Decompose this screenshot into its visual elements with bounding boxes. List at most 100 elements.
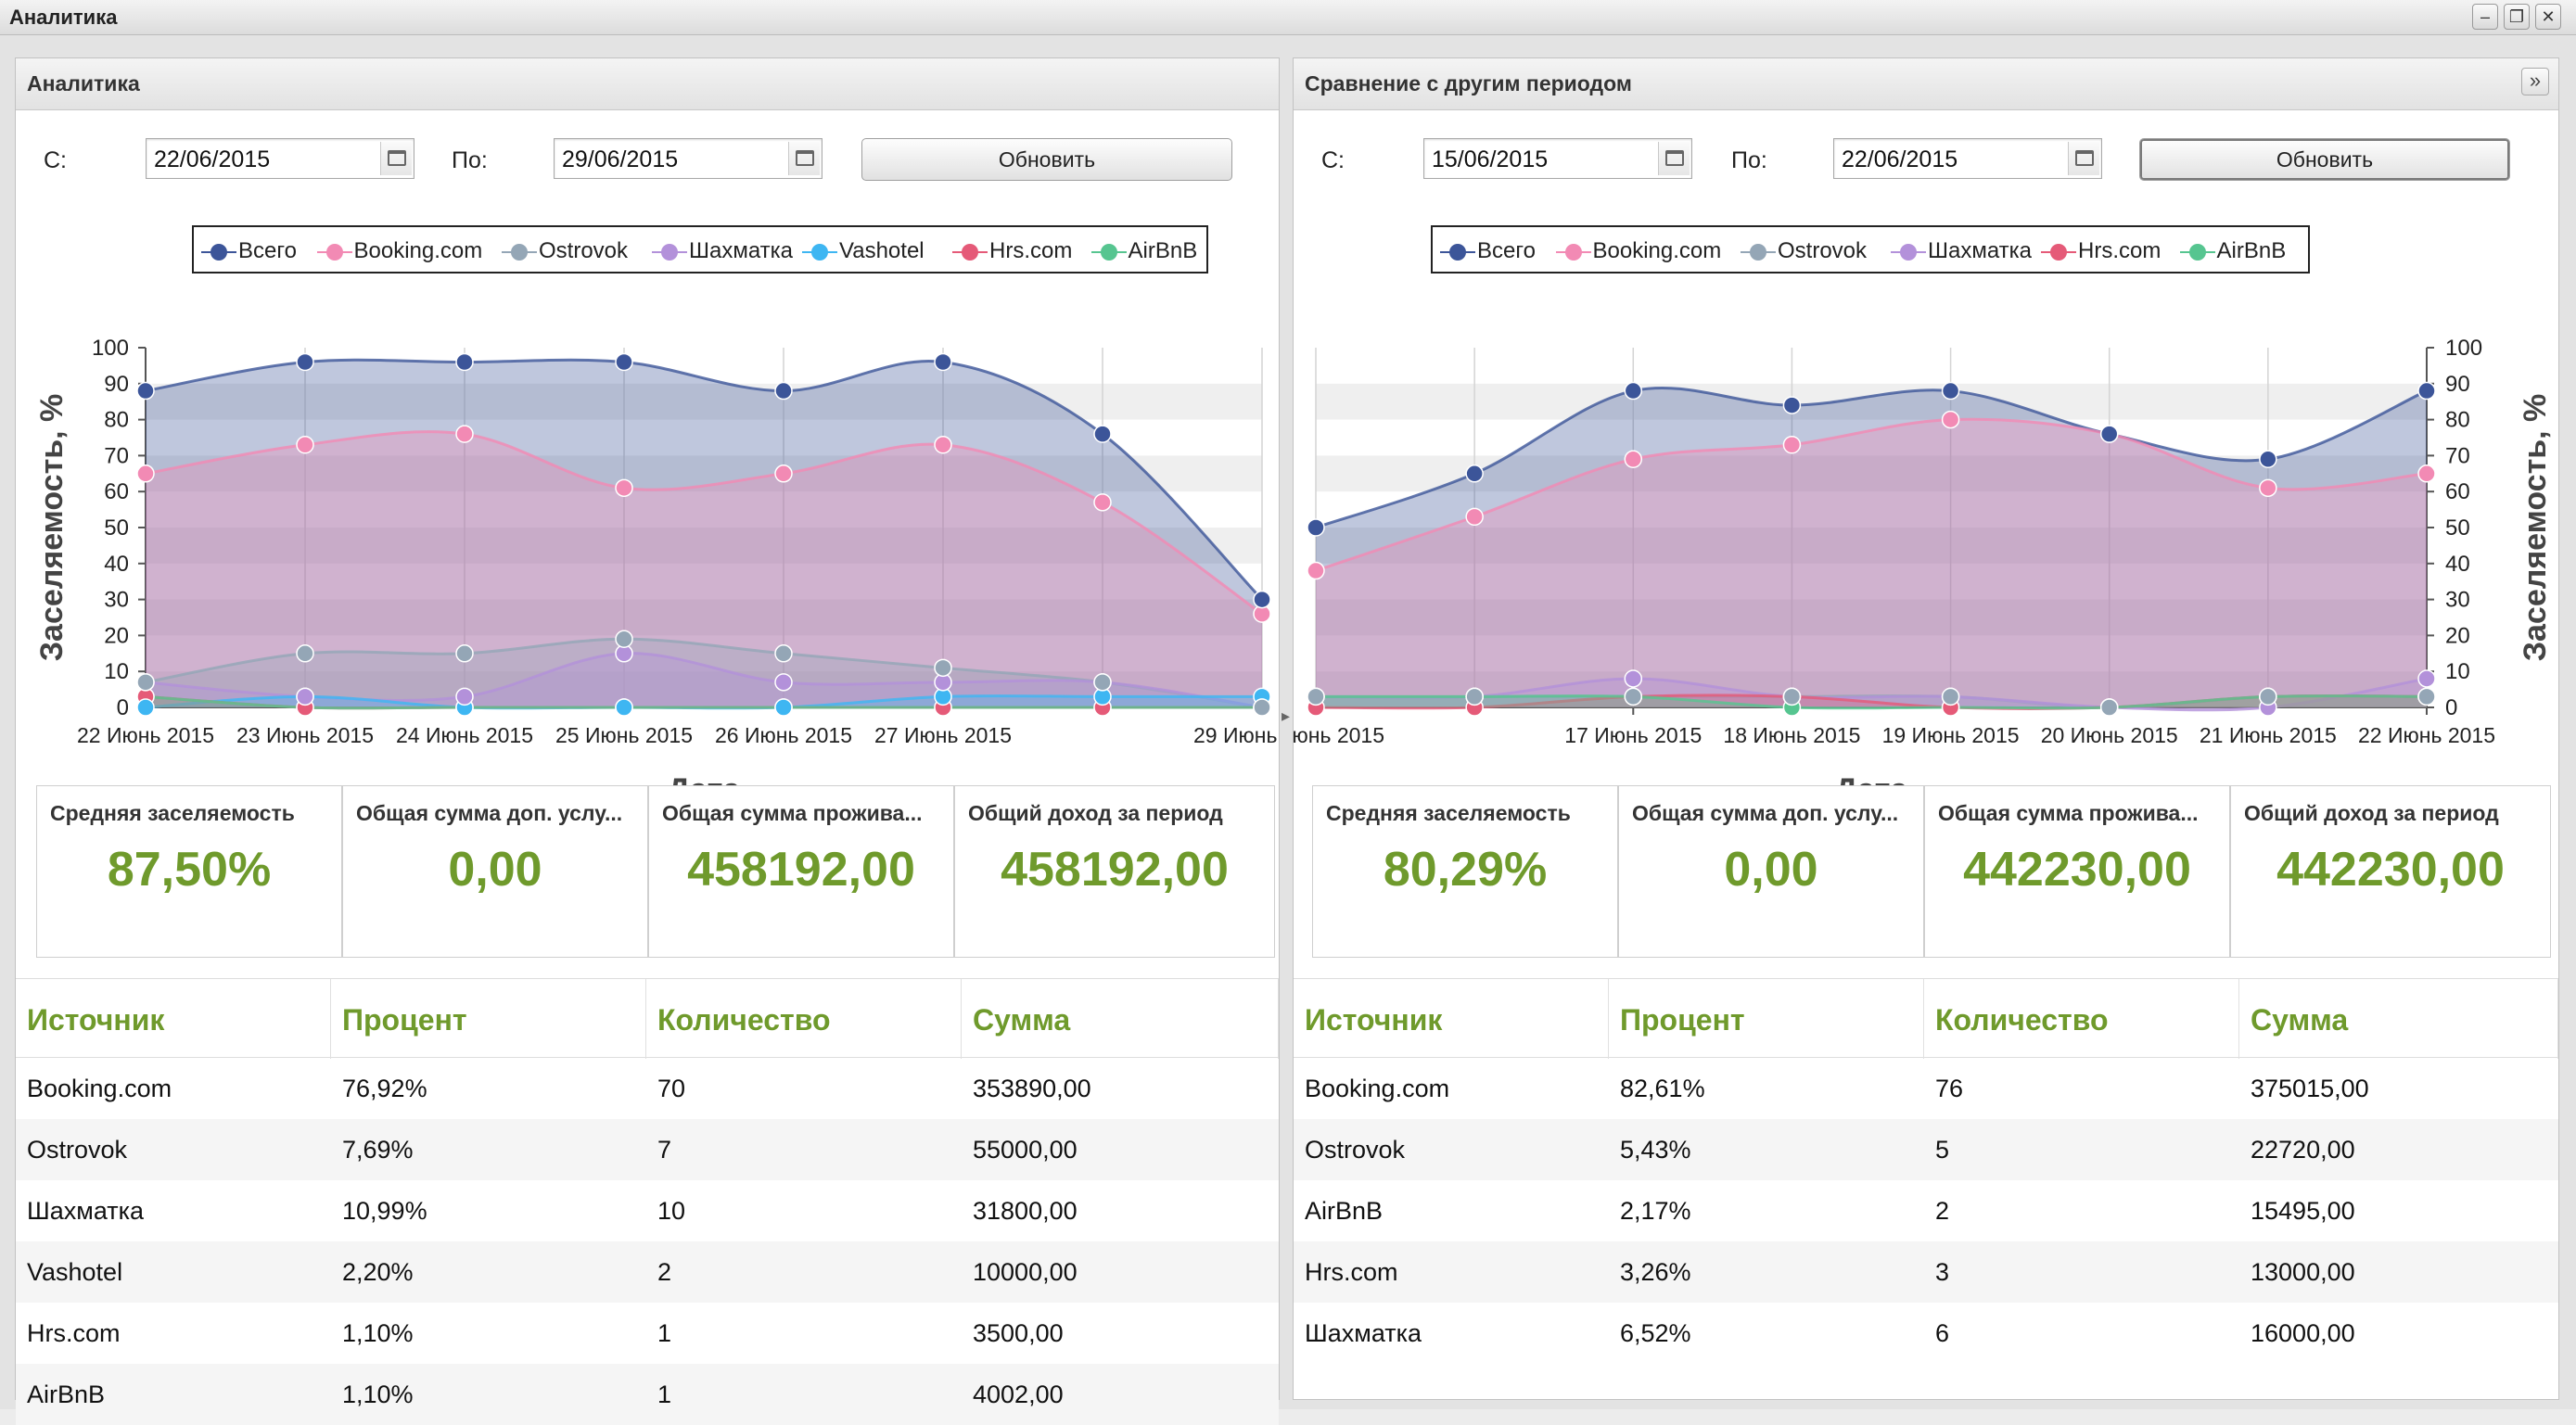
point-ostrovok[interactable]	[615, 630, 633, 649]
legend-item-ostrovok[interactable]: Ostrovok	[1741, 238, 1867, 264]
legend-item-vashotel[interactable]: Vashotel	[802, 238, 925, 264]
table-row[interactable]: Шахматка 6,52% 6 16000,00	[1294, 1303, 2558, 1364]
legend-item-шахматка[interactable]: Шахматка	[652, 238, 793, 264]
point-всего[interactable]	[1941, 381, 1960, 401]
point-ostrovok[interactable]	[1093, 673, 1112, 692]
point-всего[interactable]	[1093, 425, 1112, 443]
point-booking-com[interactable]	[1093, 493, 1112, 512]
legend-item-шахматка[interactable]: Шахматка	[1891, 238, 2032, 264]
column-header-4[interactable]: Сумма	[962, 979, 1279, 1059]
to-date-field[interactable]: 22/06/2015	[1833, 138, 2102, 179]
point-ostrovok[interactable]	[1782, 687, 1802, 706]
close-icon[interactable]: ✕	[2535, 4, 2561, 30]
point-vashotel[interactable]	[136, 698, 155, 717]
legend-item-всего[interactable]: Всего	[1440, 238, 1536, 264]
point-всего[interactable]	[1782, 396, 1802, 414]
point-всего[interactable]	[2259, 450, 2277, 469]
point-booking-com[interactable]	[1782, 436, 1802, 454]
column-header-3[interactable]: Количество	[1924, 979, 2239, 1059]
legend-item-booking-com[interactable]: Booking.com	[316, 238, 482, 264]
point-всего[interactable]	[615, 352, 633, 372]
table-row[interactable]: Ostrovok 5,43% 5 22720,00	[1294, 1119, 2558, 1180]
point-всего[interactable]	[1253, 590, 1271, 609]
legend-item-airbnb[interactable]: AirBnB	[2179, 238, 2286, 264]
point-ostrovok[interactable]	[2259, 687, 2277, 706]
table-row[interactable]: Booking.com 82,61% 76 375015,00	[1294, 1058, 2558, 1119]
point-всего[interactable]	[296, 352, 314, 372]
point-всего[interactable]	[455, 352, 474, 372]
point-шахматка[interactable]	[455, 687, 474, 706]
table-row[interactable]: Hrs.com 1,10% 1 3500,00	[16, 1303, 1279, 1364]
calendar-icon[interactable]	[1658, 142, 1690, 175]
table-row[interactable]: Hrs.com 3,26% 3 13000,00	[1294, 1241, 2558, 1303]
legend-item-hrs-com[interactable]: Hrs.com	[2041, 238, 2161, 264]
column-header-3[interactable]: Количество	[646, 979, 962, 1059]
point-booking-com[interactable]	[1465, 507, 1484, 527]
point-booking-com[interactable]	[615, 478, 633, 498]
table-row[interactable]: AirBnB 2,17% 2 15495,00	[1294, 1180, 2558, 1241]
point-booking-com[interactable]	[455, 425, 474, 443]
column-header-1[interactable]: Источник	[16, 979, 331, 1059]
point-booking-com[interactable]	[1624, 450, 1643, 469]
point-booking-com[interactable]	[934, 436, 952, 454]
column-header-4[interactable]: Сумма	[2239, 979, 2558, 1059]
calendar-icon[interactable]	[2068, 142, 2099, 175]
point-booking-com[interactable]	[296, 436, 314, 454]
point-ostrovok[interactable]	[1941, 687, 1960, 706]
point-шахматка[interactable]	[1624, 669, 1643, 688]
table-row[interactable]: Booking.com 76,92% 70 353890,00	[16, 1058, 1279, 1119]
point-ostrovok[interactable]	[934, 658, 952, 678]
point-ostrovok[interactable]	[2099, 698, 2119, 717]
point-booking-com[interactable]	[136, 464, 155, 483]
refresh-button[interactable]: Обновить	[861, 138, 1232, 181]
point-всего[interactable]	[1465, 464, 1484, 483]
point-всего[interactable]	[2099, 425, 2119, 443]
point-booking-com[interactable]	[774, 464, 793, 483]
legend-item-airbnb[interactable]: AirBnB	[1090, 238, 1197, 264]
table-row[interactable]: Шахматка 10,99% 10 31800,00	[16, 1180, 1279, 1241]
point-всего[interactable]	[1307, 518, 1325, 537]
legend-item-booking-com[interactable]: Booking.com	[1555, 238, 1721, 264]
point-booking-com[interactable]	[1307, 561, 1325, 580]
refresh-button[interactable]: Обновить	[2139, 138, 2510, 181]
legend-item-hrs-com[interactable]: Hrs.com	[952, 238, 1072, 264]
point-шахматка[interactable]	[296, 687, 314, 706]
point-ostrovok[interactable]	[2417, 687, 2436, 706]
legend-item-ostrovok[interactable]: Ostrovok	[502, 238, 628, 264]
calendar-icon[interactable]	[788, 142, 820, 175]
column-header-2[interactable]: Процент	[1609, 979, 1924, 1059]
point-ostrovok[interactable]	[1253, 698, 1271, 717]
from-date-field[interactable]: 22/06/2015	[146, 138, 414, 179]
point-ostrovok[interactable]	[136, 673, 155, 692]
point-шахматка[interactable]	[774, 673, 793, 692]
point-ostrovok[interactable]	[1307, 687, 1325, 706]
legend-item-всего[interactable]: Всего	[201, 238, 297, 264]
point-всего[interactable]	[774, 381, 793, 401]
point-booking-com[interactable]	[2417, 464, 2436, 483]
point-vashotel[interactable]	[774, 698, 793, 717]
point-booking-com[interactable]	[2259, 478, 2277, 498]
point-всего[interactable]	[136, 381, 155, 401]
column-header-1[interactable]: Источник	[1294, 979, 1609, 1059]
restore-icon[interactable]: ❐	[2504, 4, 2530, 30]
point-всего[interactable]	[934, 352, 952, 372]
point-ostrovok[interactable]	[1465, 687, 1484, 706]
point-всего[interactable]	[1624, 381, 1643, 401]
point-ostrovok[interactable]	[296, 644, 314, 663]
panel-splitter[interactable]: ▸	[1280, 57, 1293, 1400]
to-date-field[interactable]: 29/06/2015	[554, 138, 823, 179]
point-шахматка[interactable]	[2417, 669, 2436, 688]
table-row[interactable]: AirBnB 1,10% 1 4002,00	[16, 1364, 1279, 1425]
point-ostrovok[interactable]	[455, 644, 474, 663]
minimize-icon[interactable]: –	[2472, 4, 2498, 30]
table-row[interactable]: Ostrovok 7,69% 7 55000,00	[16, 1119, 1279, 1180]
from-date-field[interactable]: 15/06/2015	[1423, 138, 1692, 179]
point-ostrovok[interactable]	[774, 644, 793, 663]
point-booking-com[interactable]	[1941, 410, 1960, 429]
point-ostrovok[interactable]	[1624, 687, 1643, 706]
calendar-icon[interactable]	[380, 142, 412, 175]
column-header-2[interactable]: Процент	[331, 979, 646, 1059]
point-всего[interactable]	[2417, 381, 2436, 401]
point-vashotel[interactable]	[615, 698, 633, 717]
table-row[interactable]: Vashotel 2,20% 2 10000,00	[16, 1241, 1279, 1303]
